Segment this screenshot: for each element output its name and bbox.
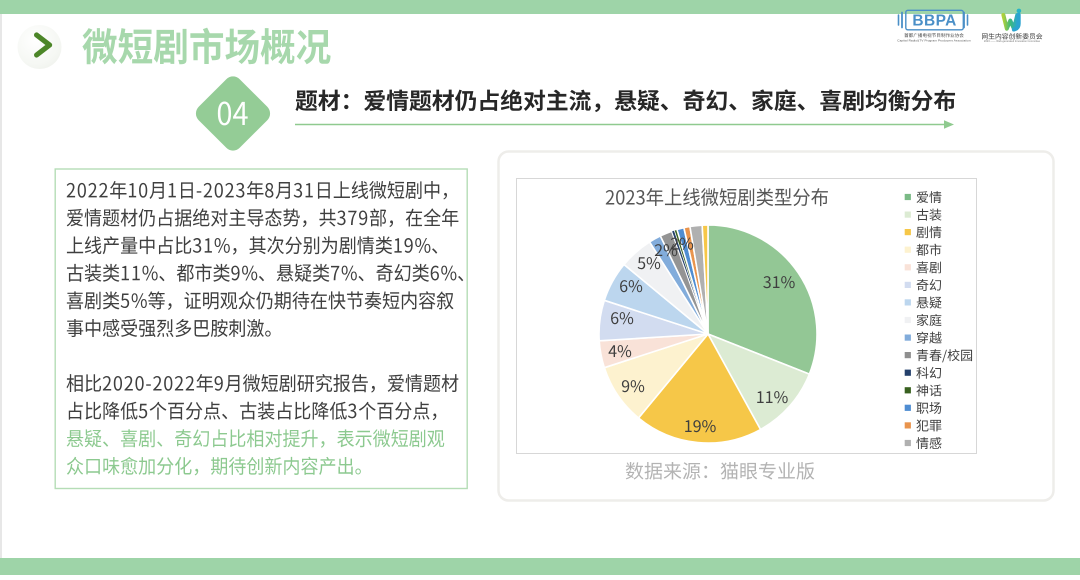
- svg-text:Capital Radio&TV Program Produ: Capital Radio&TV Program Producers Assoc…: [897, 38, 971, 42]
- svg-text:BBPA: BBPA: [912, 13, 956, 30]
- svg-text:2023 —— Web-generated Innovati: 2023 —— Web-generated Innovation Committ…: [984, 39, 1041, 43]
